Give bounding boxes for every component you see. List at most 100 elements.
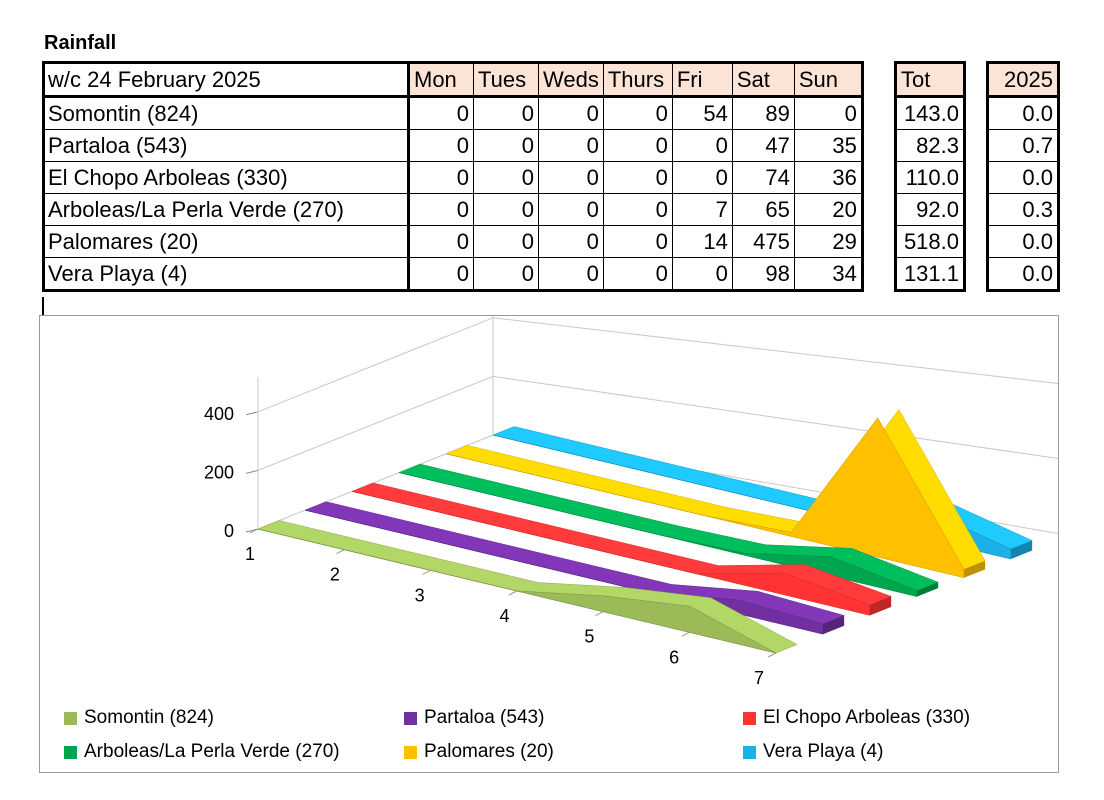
legend-label: Somontin (824) <box>84 707 214 728</box>
year-value: 0.0 <box>987 96 1059 130</box>
header-weds: Weds <box>538 62 604 98</box>
header-tues: Tues <box>473 62 539 98</box>
legend-item-somontin-824: Somontin (824) <box>64 707 214 729</box>
rain-value: 34 <box>793 257 863 291</box>
rain-value: 89 <box>731 96 795 130</box>
legend-label: Partaloa (543) <box>424 707 545 728</box>
year-row: 0.0 <box>987 257 1059 291</box>
legend-item-arboleas-la-perla-verde-270: Arboleas/La Perla Verde (270) <box>64 741 340 763</box>
rain-value: 0 <box>538 96 604 130</box>
total-value: 92.0 <box>895 193 965 226</box>
year-row: 0.0 <box>987 225 1059 258</box>
rain-value: 98 <box>731 257 795 291</box>
x-tick-mark <box>767 652 777 658</box>
total-row: 131.1 <box>895 257 965 291</box>
year-value: 0.0 <box>987 225 1059 258</box>
table-header-row: w/c 24 February 2025 Mon Tues Weds Thurs… <box>43 62 863 98</box>
x-tick-mark <box>595 611 604 617</box>
year-value: 0.0 <box>987 161 1059 194</box>
rain-value: 35 <box>793 129 863 162</box>
week-label: w/c 24 February 2025 <box>43 62 410 98</box>
year-value: 0.3 <box>987 193 1059 226</box>
x-tick-mark <box>681 631 690 637</box>
rain-value: 29 <box>793 225 863 258</box>
table-row: Arboleas/La Perla Verde (270) 0 0 0 0 7 65 20 <box>43 193 863 226</box>
rain-value: 0 <box>473 257 539 291</box>
total-table: Tot 143.0 82.3 110.0 92.0 518.0 131.1 <box>894 61 966 292</box>
rain-value: 0 <box>408 225 474 258</box>
rain-value: 0 <box>538 193 604 226</box>
rainfall-table: w/c 24 February 2025 Mon Tues Weds Thurs… <box>42 61 864 292</box>
year-value: 0.7 <box>987 129 1059 162</box>
rain-value: 74 <box>731 161 795 194</box>
gridline-side <box>257 317 494 413</box>
location-name: El Chopo Arboleas (330) <box>43 161 410 194</box>
total-value: 110.0 <box>895 161 965 194</box>
table-row: El Chopo Arboleas (330) 0 0 0 0 0 74 36 <box>43 161 863 194</box>
rain-value: 0 <box>538 257 604 291</box>
table-row: Somontin (824) 0 0 0 0 54 89 0 <box>43 96 863 130</box>
rain-value: 0 <box>602 257 673 291</box>
rain-value: 14 <box>671 225 733 258</box>
rain-value: 0 <box>602 161 673 194</box>
header-mon: Mon <box>408 62 474 98</box>
series-end-palomares-20 <box>964 560 986 578</box>
year-row: 0.3 <box>987 193 1059 226</box>
rain-value: 0 <box>602 225 673 258</box>
legend-swatch <box>64 745 77 759</box>
rain-value: 0 <box>671 257 733 291</box>
rain-value: 54 <box>671 96 733 130</box>
rain-value: 0 <box>538 225 604 258</box>
rain-value: 0 <box>602 193 673 226</box>
series-end-el-chopo-arboleas-330 <box>870 596 892 616</box>
location-name: Vera Playa (4) <box>43 257 410 291</box>
x-tick-mark <box>336 549 345 555</box>
rain-value: 0 <box>671 161 733 194</box>
rain-value: 0 <box>473 193 539 226</box>
legend-swatch <box>743 711 756 725</box>
location-name: Palomares (20) <box>43 225 410 258</box>
legend-item-palomares-20: Palomares (20) <box>404 741 554 763</box>
table-row: Vera Playa (4) 0 0 0 0 0 98 34 <box>43 257 863 291</box>
legend-item-vera-playa-4: Vera Playa (4) <box>743 741 883 763</box>
rain-value: 7 <box>671 193 733 226</box>
rain-value: 0 <box>602 96 673 130</box>
year-table: 2025 0.0 0.7 0.0 0.3 0.0 0.0 <box>986 61 1060 292</box>
legend-label: El Chopo Arboleas (330) <box>763 707 971 728</box>
x-tick-label: 7 <box>754 668 764 688</box>
total-value: 143.0 <box>895 96 965 130</box>
series-end-partaloa-543 <box>823 615 845 635</box>
rain-value: 0 <box>793 96 863 130</box>
rain-value: 0 <box>538 129 604 162</box>
y-tick-label: 200 <box>204 462 234 482</box>
chart-area: 0 200 400 1 2 3 4 5 6 7 Somontin (824) Partaloa (5… <box>39 315 1059 773</box>
rain-value: 0 <box>538 161 604 194</box>
x-tick-label: 2 <box>330 565 340 585</box>
y-tick-label: 400 <box>204 404 234 424</box>
x-tick-label: 5 <box>584 627 594 647</box>
rain-value: 0 <box>408 96 474 130</box>
y-tick-mark <box>245 411 259 416</box>
total-row: 92.0 <box>895 193 965 226</box>
rain-value: 36 <box>793 161 863 194</box>
total-value: 82.3 <box>895 129 965 162</box>
header-fri: Fri <box>671 62 733 98</box>
rain-value: 0 <box>408 193 474 226</box>
total-value: 131.1 <box>895 257 965 291</box>
legend-label: Vera Playa (4) <box>763 741 884 762</box>
legend-swatch <box>404 711 417 725</box>
header-sun: Sun <box>793 62 863 98</box>
y-tick-label: 0 <box>224 521 234 541</box>
series-end-arboleas-la-perla-verde-270 <box>917 582 939 597</box>
total-value: 518.0 <box>895 225 965 258</box>
rain-value: 475 <box>731 225 795 258</box>
header-tot: Tot <box>895 62 965 98</box>
rain-value: 0 <box>473 96 539 130</box>
rain-value: 0 <box>408 129 474 162</box>
location-name: Somontin (824) <box>43 96 410 130</box>
gridline-back <box>492 317 1058 385</box>
total-row: 110.0 <box>895 161 965 194</box>
x-tick-mark <box>422 569 431 575</box>
x-tick-label: 1 <box>245 544 255 564</box>
table-stub-line <box>42 297 44 315</box>
